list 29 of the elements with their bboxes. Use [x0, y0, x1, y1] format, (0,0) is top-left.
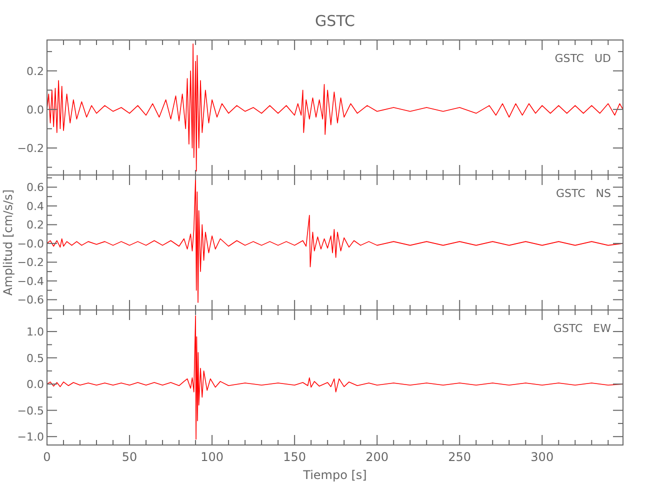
y-tick-label: 0.6: [26, 181, 44, 194]
y-tick-label: 0.2: [26, 64, 44, 78]
y-tick-label: −1.0: [17, 430, 44, 444]
line-series: [47, 43, 623, 172]
y-tick-label: 0.2: [26, 218, 44, 232]
chart-title: GSTC: [315, 12, 355, 30]
y-tick-label: −0.2: [17, 256, 44, 270]
x-tick-label: 0: [43, 450, 51, 464]
x-tick-label: 200: [366, 450, 389, 464]
y-axis-title: Amplitud [cm/s/s]: [1, 189, 15, 296]
x-tick-label: 300: [530, 450, 554, 464]
y-tick-label: 0.4: [26, 200, 44, 213]
y-tick-label: −0.4: [17, 274, 44, 288]
y-tick-label: −0.6: [17, 294, 44, 307]
y-tick-label: −0.2: [17, 142, 44, 155]
annotation: GSTC UD: [554, 52, 611, 65]
x-axis-title: Tiempo [s]: [302, 468, 367, 482]
y-tick-label: −0.0: [17, 237, 44, 250]
y-tick-label: 1.0: [26, 326, 44, 339]
annotation: GSTC EW: [553, 322, 612, 335]
x-tick-label: 150: [283, 450, 306, 464]
y-tick-label: 0.0: [26, 103, 44, 116]
x-tick-label: 100: [200, 450, 224, 464]
y-tick-label: 0.5: [26, 352, 44, 365]
x-tick-label: 50: [122, 450, 138, 464]
x-tick-label: 250: [448, 450, 472, 464]
y-tick-label: −0.5: [17, 404, 44, 418]
y-tick-label: 0.0: [26, 378, 44, 392]
annotation: GSTC NS: [556, 187, 612, 200]
